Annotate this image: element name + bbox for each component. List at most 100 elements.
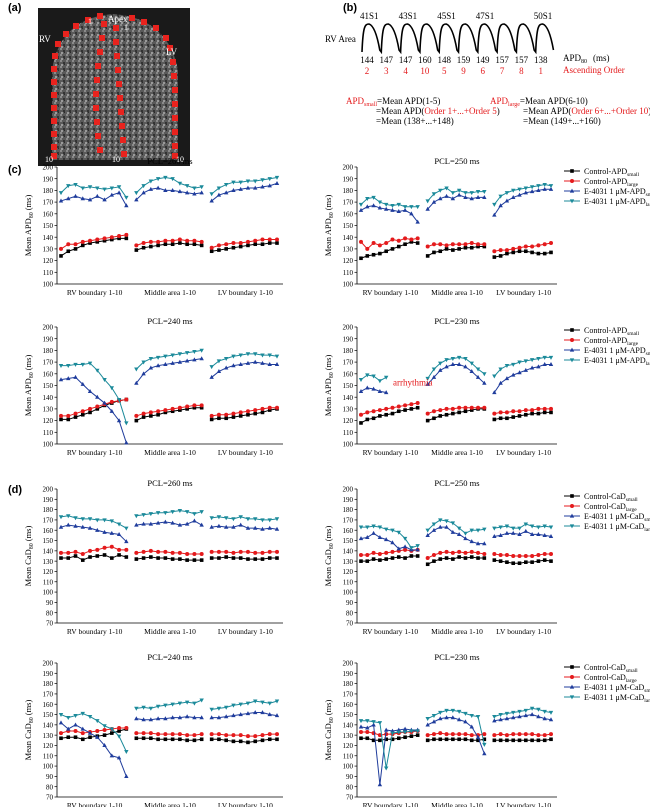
heart-marker [119, 123, 125, 129]
data-point [529, 706, 535, 711]
data-point [511, 554, 516, 558]
data-point [524, 249, 528, 254]
data-point [371, 409, 376, 414]
x-group-label: RV boundary 1-10 [67, 288, 123, 297]
y-tick-label: 190 [343, 335, 354, 343]
heart-marker [55, 41, 61, 47]
data-point [425, 556, 430, 561]
data-point [463, 191, 468, 196]
data-point [87, 517, 93, 522]
data-point [444, 708, 449, 713]
data-point [260, 237, 265, 242]
data-point [549, 732, 553, 737]
data-point [415, 729, 420, 734]
data-point [177, 732, 182, 737]
data-point [58, 364, 64, 369]
data-point [542, 733, 547, 738]
data-point [469, 528, 474, 533]
data-point [377, 243, 382, 248]
y-tick-label: 110 [43, 578, 54, 586]
series-line [60, 376, 127, 443]
data-point [124, 526, 129, 531]
y-tick-label: 160 [343, 210, 354, 218]
data-point [542, 716, 547, 721]
data-point [536, 525, 541, 530]
data-point [231, 517, 236, 522]
data-point [73, 242, 78, 247]
data-point [569, 684, 575, 689]
series-line [494, 242, 552, 252]
legend-label: Control-CaDsmall [584, 663, 638, 674]
y-tick-label: 90 [46, 599, 54, 607]
data-point [80, 239, 85, 244]
data-point [134, 248, 139, 252]
apd-small-definition-1: APDsmall=Mean APD(1-5) [346, 96, 440, 108]
data-point [141, 241, 146, 246]
data-point [58, 515, 64, 520]
data-point [570, 179, 574, 183]
data-point [511, 362, 516, 367]
series-line [427, 709, 485, 745]
data-point [377, 408, 382, 413]
chart-title: PCL=240 ms [147, 652, 192, 662]
series-2 [59, 725, 279, 739]
x-group-label: RV boundary 1-10 [363, 288, 419, 297]
data-point [450, 529, 456, 534]
data-point [216, 523, 222, 528]
y-tick-label: 110 [343, 429, 354, 437]
data-point [371, 416, 376, 421]
data-point [463, 719, 468, 724]
data-point [444, 186, 449, 191]
y-axis-label: Mean APD80(ms) [323, 195, 335, 257]
data-point [492, 558, 497, 562]
data-point [184, 184, 190, 189]
data-point [396, 730, 401, 735]
data-point [425, 418, 430, 423]
data-point [59, 731, 63, 736]
data-point [95, 527, 100, 532]
data-point [156, 737, 160, 742]
data-point [238, 733, 243, 738]
y-tick-label: 130 [43, 246, 54, 254]
heart-marker [172, 101, 178, 107]
data-point [517, 554, 522, 558]
data-point [238, 739, 243, 744]
data-point [223, 524, 229, 529]
data-point [59, 246, 63, 251]
chart-d-3: PCL=230 ms 70 80 90 100 110 120 130 140 150 160 170… [323, 652, 557, 807]
y-tick-label: 100 [43, 441, 54, 449]
data-point [492, 411, 497, 416]
data-point [116, 418, 122, 423]
heart-marker [94, 119, 100, 125]
data-point [209, 417, 214, 422]
data-point [199, 510, 204, 515]
apd-value-label: 148 [437, 55, 451, 65]
data-point [431, 713, 437, 718]
data-point [431, 374, 437, 379]
data-point [238, 712, 243, 717]
data-point [492, 255, 497, 259]
y-tick-label: 110 [343, 752, 354, 760]
series-2 [359, 401, 553, 417]
data-point [88, 241, 92, 245]
data-point [80, 409, 85, 414]
data-point [542, 551, 547, 556]
data-point [95, 729, 100, 734]
data-point [498, 254, 503, 258]
data-point [109, 192, 115, 197]
chart-d-2: PCL=240 ms 70 80 90 100 110 120 130 140 150 160 170… [23, 652, 283, 807]
series-line [427, 408, 485, 422]
data-point [450, 715, 456, 720]
data-point [231, 363, 236, 368]
legend-label: Control-CaDsmall [584, 492, 638, 503]
order-label: 3 [384, 66, 389, 76]
y-tick-label: 140 [43, 721, 54, 729]
data-point [482, 195, 487, 200]
data-point [415, 405, 420, 410]
y-tick-label: 160 [343, 527, 354, 535]
data-point [498, 712, 503, 717]
data-point [124, 539, 129, 544]
data-point [253, 242, 258, 247]
heart-marker [171, 73, 177, 79]
